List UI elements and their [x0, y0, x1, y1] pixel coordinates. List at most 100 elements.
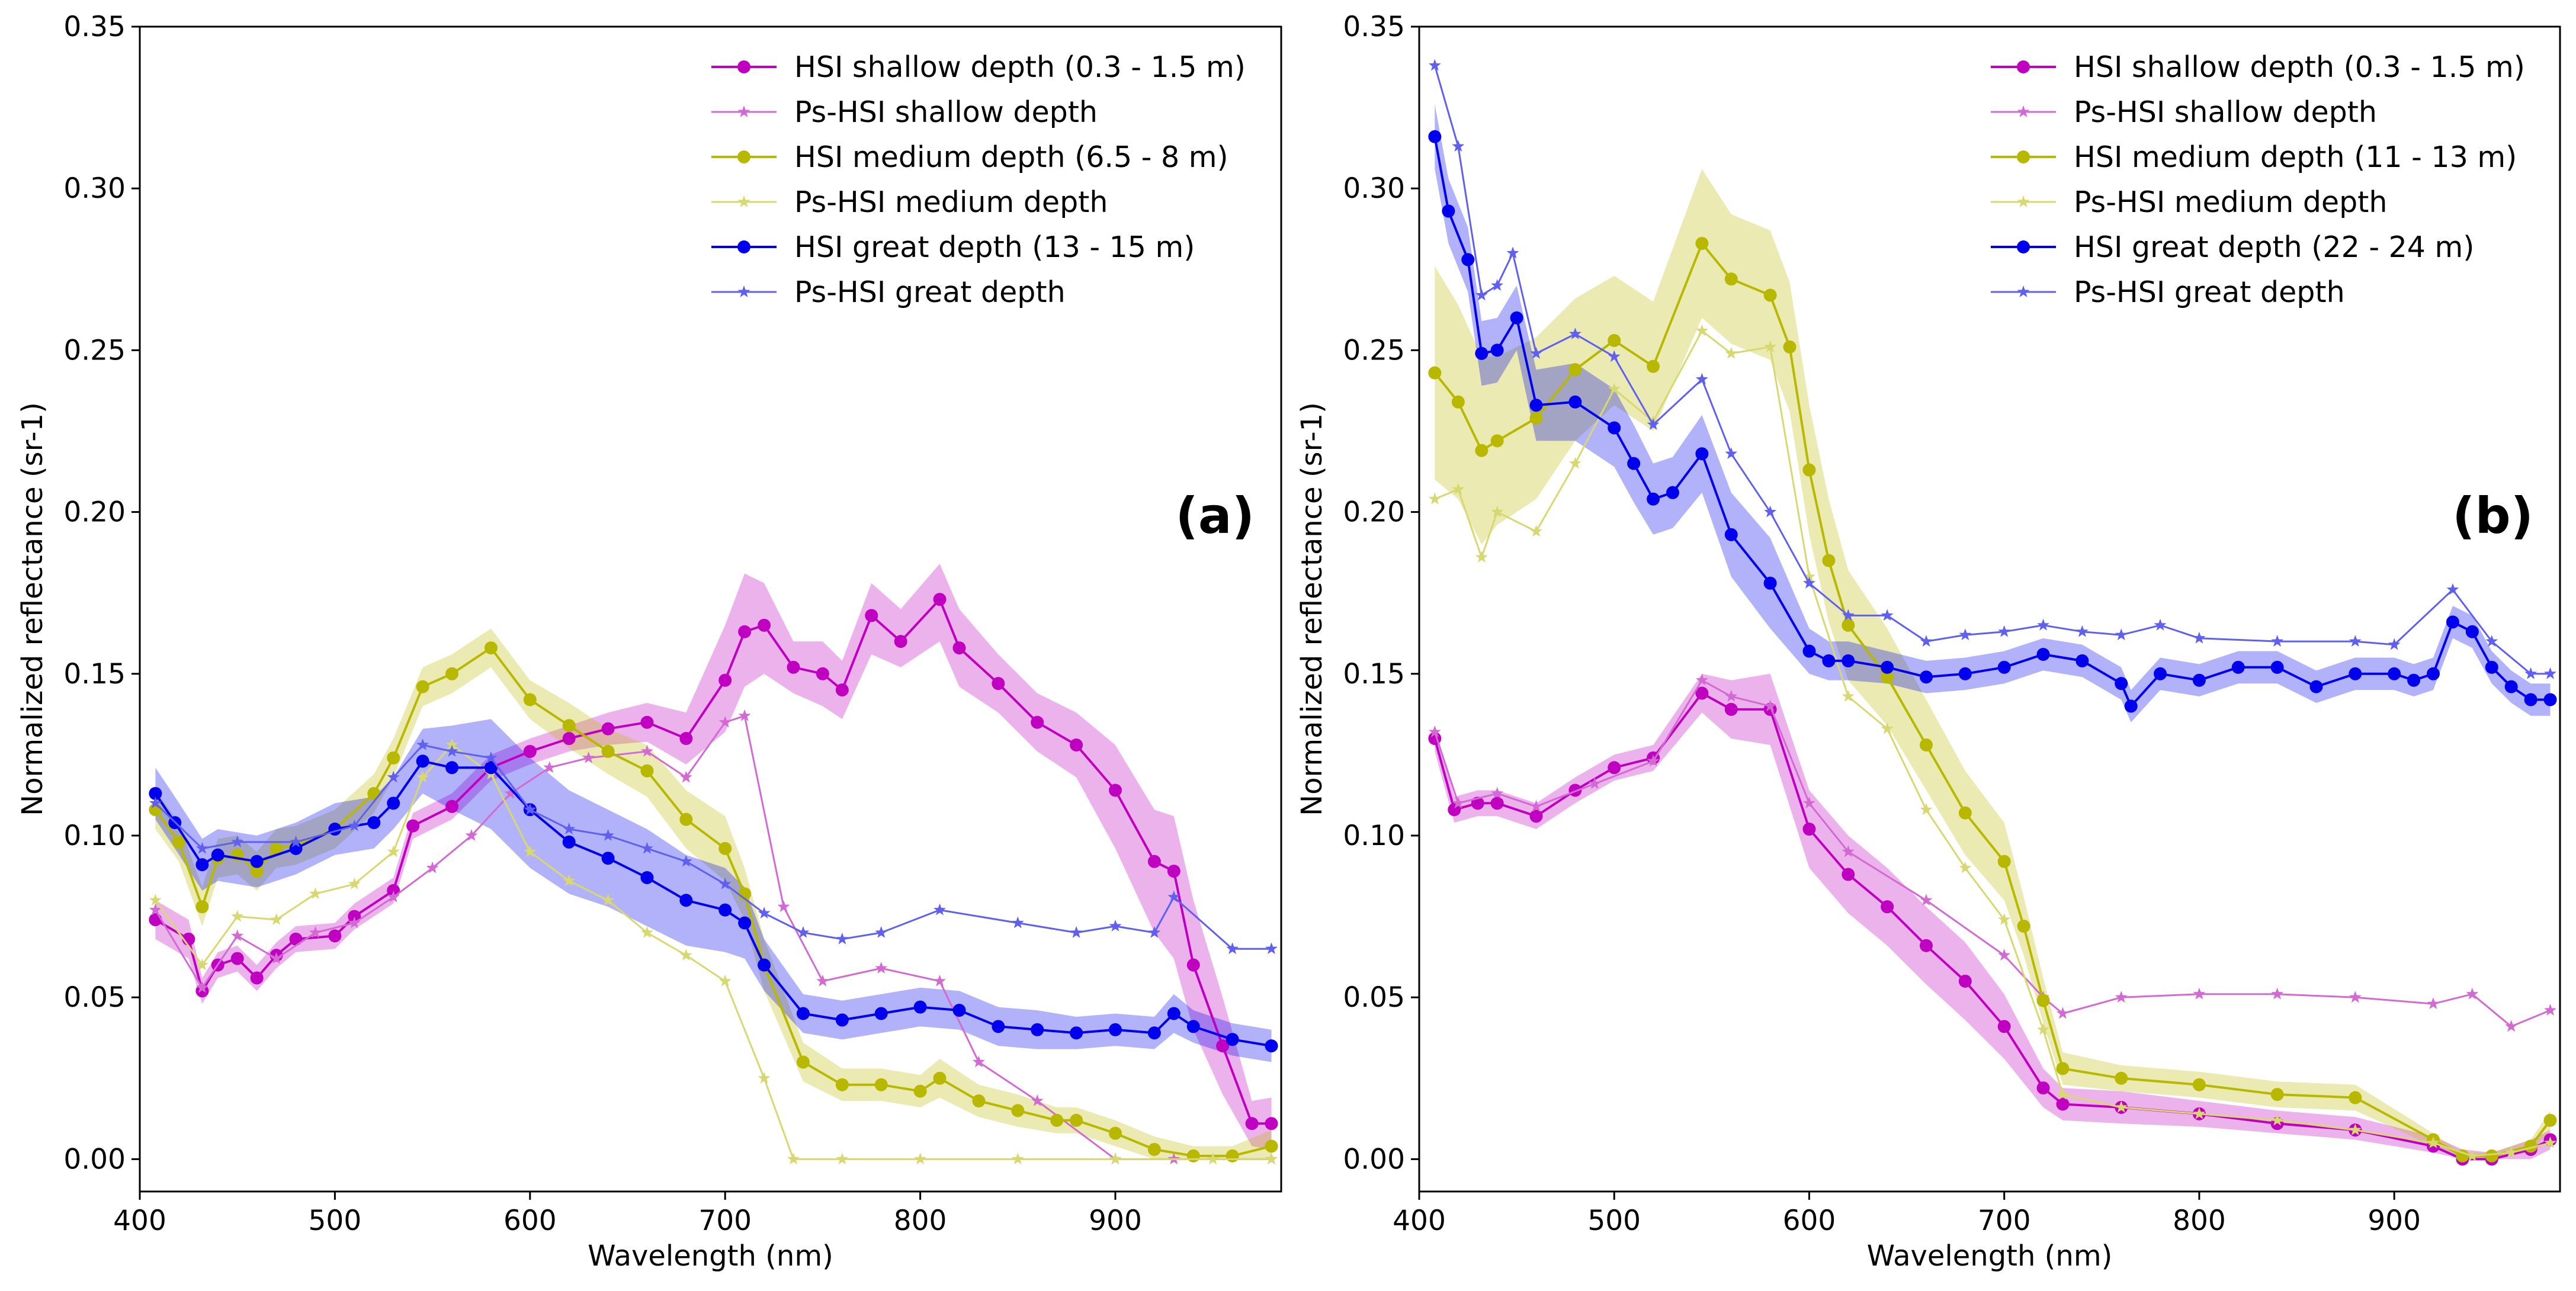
- data-point: [2036, 994, 2050, 1007]
- data-point: [270, 842, 283, 855]
- data-point: [1764, 340, 1777, 352]
- data-point: [1011, 916, 1024, 929]
- data-point: [2270, 1088, 2284, 1101]
- legend-label: Ps-HSI great depth: [2074, 275, 2345, 309]
- data-point: [523, 693, 537, 706]
- data-point: [523, 744, 537, 758]
- data-point: [835, 683, 849, 697]
- data-point: [348, 819, 361, 831]
- data-point: [1491, 786, 1504, 799]
- data-point: [1842, 868, 1855, 881]
- data-point: [2505, 1020, 2518, 1032]
- data-point: [1428, 130, 1442, 143]
- data-point: [1226, 942, 1239, 955]
- data-point: [149, 903, 162, 916]
- data-point: [1530, 346, 1542, 359]
- data-point: [387, 770, 400, 783]
- data-point: [1608, 333, 1621, 347]
- data-point: [149, 797, 162, 809]
- data-point: [1529, 412, 1543, 425]
- data-point: [149, 894, 162, 906]
- data-point: [250, 855, 264, 868]
- data-point: [787, 1152, 800, 1165]
- data-point: [1763, 576, 1777, 590]
- data-point: [1803, 797, 1815, 809]
- data-point: [1216, 1039, 1230, 1053]
- data-point: [2115, 677, 2128, 691]
- data-point: [416, 738, 429, 750]
- data-point: [1226, 1033, 1239, 1046]
- data-point: [758, 1071, 771, 1084]
- data-point: [2485, 660, 2498, 674]
- data-point: [1491, 279, 1504, 291]
- data-point: [1958, 806, 1972, 820]
- data-point: [914, 1152, 927, 1165]
- data-point: [1568, 363, 1582, 377]
- data-point: [1245, 1117, 1259, 1131]
- data-point: [484, 761, 498, 775]
- y-tick-label: 0.10: [1343, 820, 1405, 852]
- data-point: [1695, 686, 1709, 700]
- legend-marker: [737, 285, 750, 297]
- data-point: [172, 835, 185, 849]
- data-point: [1881, 609, 1894, 621]
- data-point: [504, 786, 517, 799]
- data-point: [758, 618, 771, 632]
- legend-marker: [737, 150, 750, 163]
- data-point: [1920, 894, 1933, 906]
- x-tick-label: 500: [309, 1205, 362, 1237]
- data-point: [195, 900, 209, 914]
- data-point: [1186, 1149, 1200, 1162]
- data-point: [679, 732, 693, 746]
- data-point: [952, 1004, 966, 1017]
- data-point: [1998, 625, 2011, 637]
- x-tick-label: 900: [1089, 1205, 1142, 1237]
- data-point: [2485, 635, 2498, 647]
- data-point: [738, 709, 751, 721]
- data-point: [1764, 505, 1777, 518]
- data-point: [2057, 1007, 2069, 1019]
- data-point: [1031, 1094, 1044, 1106]
- data-point: [1452, 140, 1465, 152]
- data-point: [445, 738, 458, 750]
- data-point: [387, 890, 400, 903]
- data-point: [1070, 1026, 1083, 1040]
- legend-label: HSI great depth (13 - 15 m): [794, 230, 1195, 264]
- data-point: [231, 929, 244, 942]
- data-point: [328, 929, 342, 943]
- data-point: [679, 855, 692, 867]
- data-point: [816, 667, 829, 680]
- data-point: [1822, 554, 1836, 567]
- data-point: [1568, 327, 1581, 339]
- data-point: [796, 1007, 810, 1020]
- data-point: [1186, 958, 1200, 972]
- data-point: [1147, 1026, 1161, 1040]
- x-tick-label: 900: [2368, 1205, 2421, 1237]
- legend-marker: [737, 240, 750, 253]
- data-point: [2446, 583, 2459, 595]
- data-point: [2154, 667, 2167, 680]
- data-point: [1695, 372, 1708, 385]
- data-point: [250, 865, 264, 878]
- axes-frame: [139, 25, 1282, 1193]
- data-point: [641, 744, 653, 757]
- data-point: [1109, 783, 1122, 797]
- data-point: [1647, 754, 1660, 767]
- data-point: [2465, 625, 2479, 638]
- data-point: [195, 858, 209, 872]
- data-point: [2017, 919, 2030, 933]
- data-point: [2485, 1149, 2498, 1162]
- legend-marker: [2017, 150, 2030, 163]
- data-point: [602, 829, 614, 841]
- data-point: [1226, 1149, 1239, 1162]
- data-point: [2271, 635, 2284, 647]
- data-point: [641, 842, 653, 854]
- data-point: [1207, 1152, 1220, 1165]
- data-point: [952, 641, 966, 655]
- data-point: [738, 916, 752, 930]
- y-tick-label: 0.30: [63, 172, 126, 205]
- data-point: [718, 842, 732, 855]
- data-point: [835, 1078, 849, 1091]
- data-point: [1998, 913, 2011, 925]
- data-point: [1530, 799, 1542, 812]
